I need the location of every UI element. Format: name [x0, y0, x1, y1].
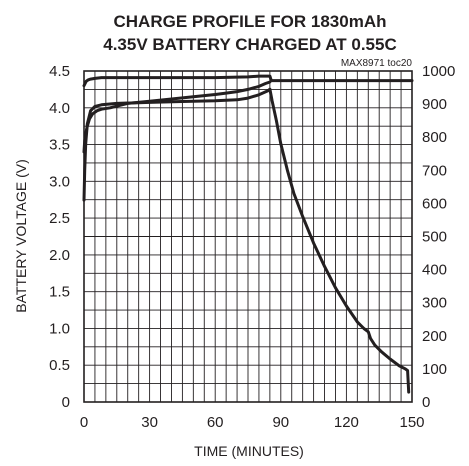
plot-frame: [83, 70, 413, 403]
right-tick-label: 800: [422, 129, 447, 146]
right-tick-label: 400: [422, 262, 447, 279]
left-tick-label: 1.5: [49, 284, 70, 301]
right-tick-label: 100: [422, 361, 447, 378]
right-tick-label: 900: [422, 96, 447, 113]
right-axis-ticks: 0 100 200 300 400 500 600 700 800 900 1000: [422, 63, 455, 411]
plot-grid: [84, 71, 412, 402]
right-tick-label: 500: [422, 229, 447, 246]
right-tick-label: 1000: [422, 63, 455, 80]
series-line-2: [82, 87, 411, 394]
x-tick-label: 150: [399, 414, 424, 431]
left-tick-label: 2.0: [49, 247, 70, 264]
left-tick-label: 3.5: [49, 137, 70, 154]
x-axis-ticks: 0 30 60 90 120 150: [80, 414, 425, 431]
left-axis-ticks: 0 0.5 1.0 1.5 2.0 2.5 3.0 3.5 4.0 4.5: [49, 63, 70, 411]
left-tick-label: 4.5: [49, 63, 70, 80]
left-tick-label: 4.0: [49, 100, 70, 117]
right-tick-label: 300: [422, 295, 447, 312]
right-tick-label: 0: [422, 394, 430, 411]
left-tick-label: 0: [62, 394, 70, 411]
series-line-1: [82, 80, 272, 154]
left-tick-label: 1.0: [49, 320, 70, 337]
x-tick-label: 60: [207, 414, 224, 431]
x-axis-label: TIME (MINUTES): [194, 443, 304, 459]
left-tick-label: 3.0: [49, 173, 70, 190]
chart-annotation: MAX8971 toc20: [341, 58, 413, 69]
series-line-3: [82, 74, 414, 88]
chart-title-line-1: CHARGE PROFILE FOR 1830mAh: [114, 12, 387, 31]
right-tick-label: 600: [422, 195, 447, 212]
x-tick-label: 120: [334, 414, 359, 431]
x-tick-label: 90: [272, 414, 289, 431]
right-tick-label: 700: [422, 162, 447, 179]
x-tick-label: 30: [141, 414, 158, 431]
y-axis-label: BATTERY VOLTAGE (V): [13, 159, 29, 313]
series-layer: [82, 74, 414, 394]
left-tick-label: 2.5: [49, 210, 70, 227]
left-tick-label: 0.5: [49, 357, 70, 374]
x-tick-label: 0: [80, 414, 88, 431]
right-tick-label: 200: [422, 328, 447, 345]
chart-title-line-2: 4.35V BATTERY CHARGED AT 0.55C: [103, 35, 396, 54]
